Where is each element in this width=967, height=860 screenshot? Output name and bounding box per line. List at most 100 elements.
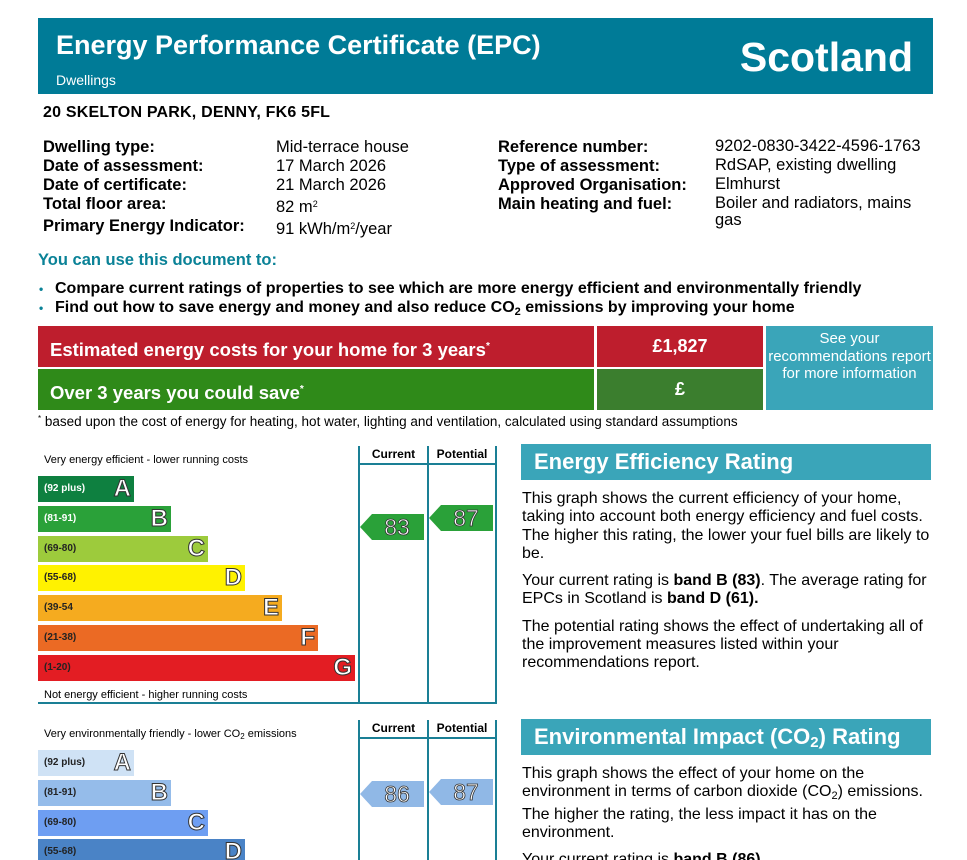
detail-label: Reference number:	[498, 138, 649, 156]
band-f: (21-38) F	[38, 624, 318, 652]
band-a: (92 plus) A	[38, 749, 134, 777]
band-range: (69-80)	[44, 543, 77, 554]
graph-top-label: Very environmentally friendly - lower CO…	[44, 728, 297, 741]
superscript: 2	[350, 221, 356, 231]
column-divider	[358, 720, 360, 860]
average-band-text: band D (61).	[666, 590, 759, 608]
detail-label: Dwelling type:	[43, 138, 155, 156]
column-divider	[427, 446, 429, 704]
energy-efficiency-heading: Energy Efficiency Rating	[521, 444, 931, 480]
detail-row: Main heating and fuel: Boiler and radiat…	[498, 195, 935, 229]
floor-area-value: 82 m	[276, 198, 313, 216]
band-range: (92 plus)	[44, 757, 86, 768]
text-part: Environmental Impact (CO	[534, 724, 811, 749]
detail-value: RdSAP, existing dwelling	[715, 156, 897, 174]
paragraph: This graph shows the current efficiency …	[522, 490, 930, 562]
detail-row: Type of assessment: RdSAP, existing dwel…	[498, 157, 935, 176]
band-letter: G	[333, 654, 353, 682]
text-part: Very environmentally friendly - lower CO	[44, 728, 241, 740]
environmental-impact-graph: Very environmentally friendly - lower CO…	[38, 720, 498, 860]
paragraph: The potential rating shows the effect of…	[522, 617, 923, 672]
bullet-text: Compare current ratings of properties to…	[55, 280, 862, 297]
country-label: Scotland	[739, 34, 913, 80]
band-c: (69-80) C	[38, 535, 208, 563]
header-divider	[358, 737, 497, 739]
recommendations-note: See your recommendations report for more…	[766, 326, 933, 410]
asterisk: *	[299, 384, 304, 395]
bullet-icon: •	[39, 300, 44, 315]
band-e: (39-54 E	[38, 594, 282, 622]
text-part: Your current rating is	[522, 572, 674, 590]
band-range: (92 plus)	[44, 483, 86, 494]
savings-label: Over 3 years you could save*	[38, 369, 594, 410]
current-header: Current	[371, 721, 416, 735]
band-letter: C	[187, 809, 205, 837]
band-g: (1-20) G	[38, 654, 355, 682]
use-document-list: • Compare current ratings of properties t…	[38, 280, 861, 321]
detail-value: 9202-0830-3422-4596-1763	[715, 137, 921, 155]
band-range: (21-38)	[44, 632, 77, 643]
text-part: ) Rating	[818, 724, 901, 749]
cost-summary: Estimated energy costs for your home for…	[38, 326, 933, 410]
details-right: Reference number: 9202-0830-3422-4596-17…	[498, 138, 935, 229]
text-part: . The average rating for EPCs in Scotlan…	[522, 572, 927, 608]
potential-header: Potential	[436, 447, 488, 461]
bullet-icon: •	[39, 282, 44, 296]
band-letter: F	[300, 624, 316, 652]
property-address: 20 SKELTON PARK, DENNY, FK6 5FL	[43, 104, 331, 121]
band-a: (92 plus) A	[38, 475, 134, 503]
band-range: (81-91)	[44, 513, 77, 524]
band-letter: E	[262, 594, 279, 622]
detail-row: Primary Energy Indicator: 91 kWh/m2/year	[43, 217, 409, 239]
band-letter: D	[224, 838, 242, 860]
paragraph: Your current rating is band B (83). The …	[522, 572, 932, 609]
text-part: Find out how to save energy and money an…	[55, 298, 515, 316]
band-letter: A	[113, 475, 131, 503]
band-range: (69-80)	[44, 817, 77, 828]
footnote-text: based upon the cost of energy for heatin…	[41, 414, 738, 429]
detail-label: Main heating and fuel:	[498, 195, 673, 213]
graph-bottom-border	[38, 702, 497, 704]
use-document-heading: You can use this document to:	[38, 251, 277, 269]
detail-label: Approved Organisation:	[498, 176, 687, 194]
certificate-subtitle: Dwellings	[56, 72, 116, 88]
current-band-text: band B (83)	[673, 572, 761, 590]
band-c: (69-80) C	[38, 809, 208, 837]
detail-value: 82 m2	[276, 195, 318, 217]
detail-value: 21 March 2026	[276, 176, 387, 194]
column-divider	[495, 446, 497, 704]
detail-row: Date of certificate: 21 March 2026	[43, 176, 409, 195]
band-range: (81-91)	[44, 787, 77, 798]
text-part: Your current rating is	[522, 851, 674, 860]
potential-header: Potential	[436, 721, 488, 735]
detail-value: Elmhurst	[715, 175, 781, 193]
text-part: ) emissions. The higher the rating, the …	[522, 783, 923, 841]
asterisk: *	[38, 414, 42, 423]
energy-indicator-value: 91 kWh/m	[276, 220, 351, 238]
detail-label: Total floor area:	[43, 195, 167, 213]
estimated-cost-label: Estimated energy costs for your home for…	[38, 326, 594, 367]
subscript: 2	[514, 305, 521, 318]
paragraph: This graph shows the effect of your home…	[522, 765, 932, 842]
detail-value: 91 kWh/m2/year	[276, 217, 392, 239]
environmental-impact-text: This graph shows the effect of your home…	[522, 765, 932, 860]
band-b: (81-91) B	[38, 505, 171, 533]
column-divider	[358, 446, 360, 704]
list-item: • Compare current ratings of properties t…	[38, 280, 861, 299]
band-d: (55-68) D	[38, 564, 245, 592]
detail-value: Mid-terrace house	[276, 138, 409, 156]
detail-value: 17 March 2026	[276, 157, 387, 175]
text-part: emissions	[244, 728, 297, 740]
savings-row: Over 3 years you could save* £	[38, 369, 763, 410]
potential-rating-arrow: 87	[429, 505, 493, 531]
asterisk: *	[485, 341, 490, 352]
band-b: (81-91) B	[38, 779, 171, 807]
detail-row: Dwelling type: Mid-terrace house	[43, 138, 409, 157]
energy-efficiency-graph: Very energy efficient - lower running co…	[38, 446, 498, 704]
detail-label: Primary Energy Indicator:	[43, 217, 245, 235]
estimated-cost-value: £1,827	[597, 326, 763, 367]
detail-row: Total floor area: 82 m2	[43, 195, 409, 217]
estimated-cost-row: Estimated energy costs for your home for…	[38, 326, 763, 367]
detail-label: Date of assessment:	[43, 157, 204, 175]
text-part: emissions by improving your home	[520, 298, 795, 316]
